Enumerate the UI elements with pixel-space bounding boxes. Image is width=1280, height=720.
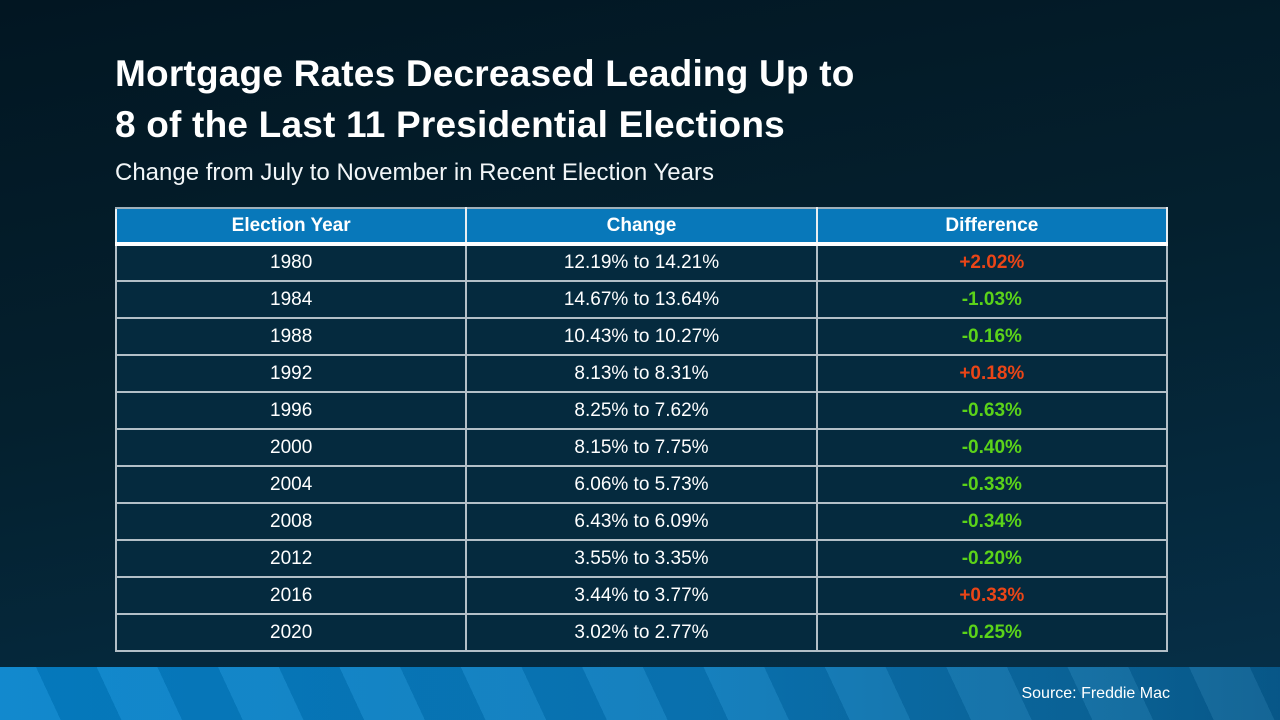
year-cell: 2012 [114,539,468,578]
year-cell: 1980 [114,243,468,282]
change-cell: 3.44% to 3.77% [465,576,818,615]
source-attribution: Source: Freddie Mac [1021,684,1170,702]
difference-cell: -0.34% [815,502,1169,541]
year-cell: 2004 [114,465,468,504]
change-cell: 8.13% to 8.31% [465,354,818,393]
difference-cell: -0.25% [815,613,1169,652]
table-body: 1980 12.19% to 14.21% +2.02% 1984 14.67%… [114,243,1169,652]
difference-cell: -0.16% [815,317,1169,356]
table-row: 2012 3.55% to 3.35% -0.20% [114,539,1169,578]
year-cell: 2016 [114,576,468,615]
year-cell: 2020 [114,613,468,652]
change-cell: 3.02% to 2.77% [465,613,818,652]
change-cell: 12.19% to 14.21% [465,243,818,282]
table-row: 2004 6.06% to 5.73% -0.33% [114,465,1169,504]
page-subtitle: Change from July to November in Recent E… [115,159,714,186]
year-cell: 1996 [114,391,468,430]
difference-cell: -0.20% [815,539,1169,578]
change-cell: 8.15% to 7.75% [465,428,818,467]
change-cell: 6.06% to 5.73% [465,465,818,504]
table-row: 2000 8.15% to 7.75% -0.40% [114,428,1169,467]
change-cell: 14.67% to 13.64% [465,280,818,319]
table-header: Election Year Change Difference [114,207,1169,246]
difference-cell: +0.33% [815,576,1169,615]
change-cell: 6.43% to 6.09% [465,502,818,541]
column-header-difference: Difference [815,207,1169,246]
year-cell: 2000 [114,428,468,467]
difference-cell: +0.18% [815,354,1169,393]
change-cell: 3.55% to 3.35% [465,539,818,578]
table-row: 1988 10.43% to 10.27% -0.16% [114,317,1169,356]
column-header-election-year: Election Year [114,207,468,246]
difference-cell: -0.33% [815,465,1169,504]
year-cell: 2008 [114,502,468,541]
title-block: Mortgage Rates Decreased Leading Up to 8… [115,48,855,187]
difference-cell: +2.02% [815,243,1169,282]
mortgage-rates-table: Election Year Change Difference 1980 12.… [114,207,1169,652]
footer-bar: Source: Freddie Mac [0,667,1280,720]
page-title-line-1: Mortgage Rates Decreased Leading Up to [115,53,855,94]
year-cell: 1984 [114,280,468,319]
table-row: 1980 12.19% to 14.21% +2.02% [114,243,1169,282]
table-row: 2020 3.02% to 2.77% -0.25% [114,613,1169,652]
table-row: 2016 3.44% to 3.77% +0.33% [114,576,1169,615]
difference-cell: -1.03% [815,280,1169,319]
year-cell: 1988 [114,317,468,356]
change-cell: 10.43% to 10.27% [465,317,818,356]
year-cell: 1992 [114,354,468,393]
table-row: 2008 6.43% to 6.09% -0.34% [114,502,1169,541]
difference-cell: -0.63% [815,391,1169,430]
column-header-change: Change [465,207,818,246]
difference-cell: -0.40% [815,428,1169,467]
header-row: Election Year Change Difference [114,207,1169,246]
table-row: 1996 8.25% to 7.62% -0.63% [114,391,1169,430]
change-cell: 8.25% to 7.62% [465,391,818,430]
table-row: 1984 14.67% to 13.64% -1.03% [114,280,1169,319]
page-title-line-2: 8 of the Last 11 Presidential Elections [115,104,785,145]
table-row: 1992 8.13% to 8.31% +0.18% [114,354,1169,393]
